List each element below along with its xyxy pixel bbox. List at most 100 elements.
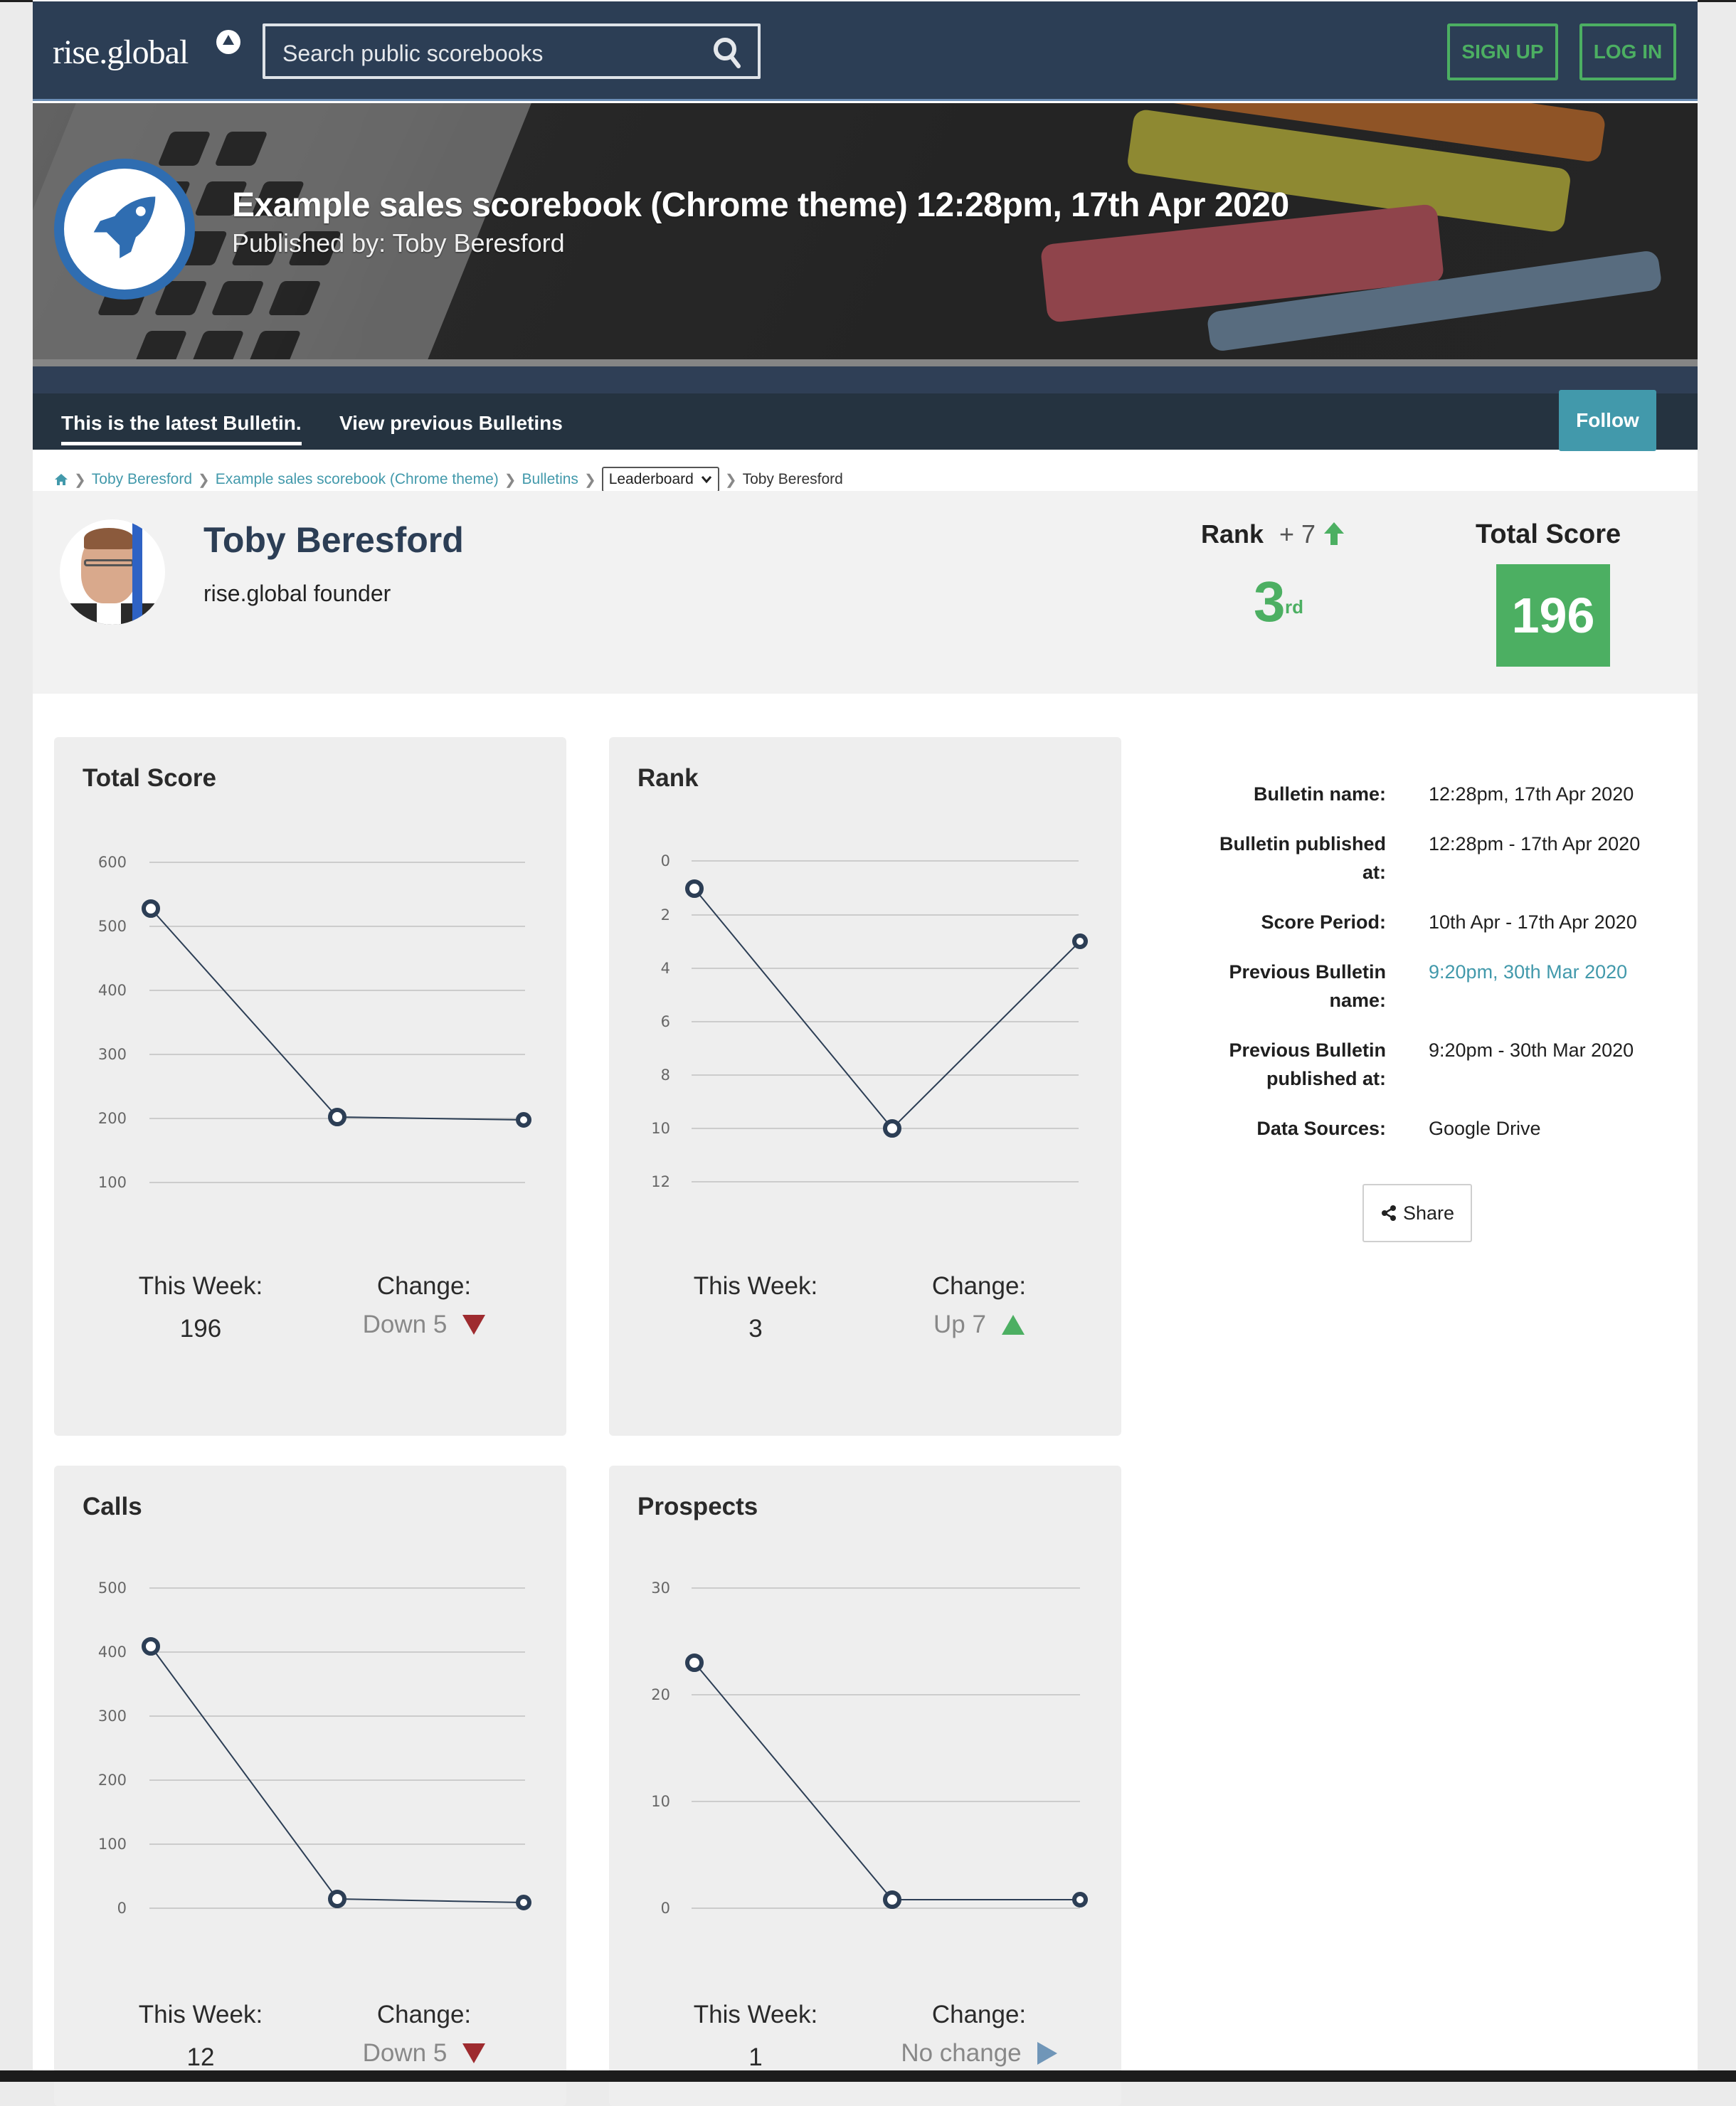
this-week-value: 196 xyxy=(179,1315,222,1343)
svg-text:0: 0 xyxy=(661,1900,670,1917)
info-row-previous-bulletin-name: Previous Bulletin name: 9:20pm, 30th Mar… xyxy=(1192,958,1705,1015)
svg-text:100: 100 xyxy=(98,1836,127,1853)
svg-text:200: 200 xyxy=(98,1772,127,1789)
svg-text:0: 0 xyxy=(661,852,670,869)
this-week-value: 3 xyxy=(748,1315,763,1343)
previous-bulletin-link[interactable]: 9:20pm, 30th Mar 2020 xyxy=(1429,961,1628,983)
rank-suffix: rd xyxy=(1285,596,1303,618)
share-button[interactable]: Share xyxy=(1362,1184,1472,1242)
chart-card-calls: Calls 500 400 300 200 100 0 This Week: 12 Ch… xyxy=(54,1466,566,2106)
svg-text:200: 200 xyxy=(98,1110,127,1127)
published-by: Published by: Toby Beresford xyxy=(232,228,565,258)
rank-label: Rank xyxy=(1201,519,1264,549)
logo-triangle-icon xyxy=(216,30,240,54)
change-value: Down 5 xyxy=(362,1311,448,1338)
change-label: Change: xyxy=(931,2001,1027,2028)
sign-up-button[interactable]: SIGN UP xyxy=(1447,23,1558,80)
triangle-down-icon xyxy=(462,2043,486,2063)
info-value: 9:20pm - 30th Mar 2020 xyxy=(1429,1039,1634,1061)
svg-text:300: 300 xyxy=(98,1046,127,1063)
card-title: Calls xyxy=(83,1493,142,1520)
avatar xyxy=(60,519,165,625)
info-value: 12:28pm - 17th Apr 2020 xyxy=(1429,833,1641,854)
this-week-value: 1 xyxy=(748,2043,763,2071)
search-input[interactable]: Search public scorebooks xyxy=(263,23,761,79)
info-label: Data Sources: xyxy=(1256,1118,1386,1139)
svg-text:4: 4 xyxy=(661,960,670,977)
card-title: Total Score xyxy=(83,764,217,792)
svg-text:2: 2 xyxy=(661,906,670,924)
scorebook-logo xyxy=(54,159,195,300)
info-row-bulletin-published: Bulletin published at: 12:28pm - 17th Ap… xyxy=(1192,830,1705,887)
breadcrumb-link-user[interactable]: Toby Beresford xyxy=(91,471,193,487)
svg-text:500: 500 xyxy=(98,918,127,935)
site-header: rise.global Search public scorebooks SIG… xyxy=(33,1,1698,101)
share-label: Share xyxy=(1402,1202,1455,1224)
search-icon[interactable] xyxy=(712,36,742,69)
svg-text:100: 100 xyxy=(98,1174,127,1191)
leaderboard-select-value: Leaderboard xyxy=(608,471,694,487)
chevron-right-icon: ❯ xyxy=(198,472,210,488)
profile-name: Toby Beresford xyxy=(203,520,464,560)
svg-text:10: 10 xyxy=(651,1120,670,1137)
info-value: Google Drive xyxy=(1429,1118,1541,1139)
info-label: Previous Bulletin published at: xyxy=(1229,1039,1386,1089)
triangle-right-icon xyxy=(1037,2042,1057,2065)
change-value: Up 7 xyxy=(933,1311,986,1338)
line-chart-rank: 0 2 4 6 8 10 12 xyxy=(651,852,1088,1190)
leaderboard-select[interactable]: Leaderboard xyxy=(601,467,719,492)
scorebook-banner: Example sales scorebook (Chrome theme) 1… xyxy=(33,103,1698,359)
info-label: Bulletin published at: xyxy=(1219,833,1386,883)
this-week-label: This Week: xyxy=(138,2001,263,2028)
svg-text:10: 10 xyxy=(651,1793,670,1810)
this-week-label: This Week: xyxy=(138,1272,263,1300)
chart-card-rank: Rank 0 2 4 6 8 10 12 This Week: 3 Change: xyxy=(609,737,1121,1436)
change-indicator: Down 5 xyxy=(317,1311,531,1339)
home-icon[interactable] xyxy=(54,473,68,486)
site-logo[interactable]: rise.global xyxy=(53,33,189,71)
bulletin-tabs: This is the latest Bulletin. View previo… xyxy=(33,393,1698,450)
change-label: Change: xyxy=(931,1272,1027,1300)
info-label: Score Period: xyxy=(1261,911,1386,933)
chevron-right-icon: ❯ xyxy=(583,472,596,488)
tab-previous-bulletins[interactable]: View previous Bulletins xyxy=(339,412,563,434)
tab-latest-bulletin[interactable]: This is the latest Bulletin. xyxy=(61,412,302,445)
info-value: 10th Apr - 17th Apr 2020 xyxy=(1429,911,1637,933)
svg-text:12: 12 xyxy=(651,1173,670,1190)
this-week-label: This Week: xyxy=(693,2001,818,2028)
this-week-label: This Week: xyxy=(693,1272,818,1300)
share-icon xyxy=(1381,1205,1396,1221)
line-chart-total-score: 600 500 400 300 200 100 xyxy=(98,854,531,1191)
log-in-button[interactable]: LOG IN xyxy=(1579,23,1676,80)
svg-text:600: 600 xyxy=(98,854,127,871)
change-value: No change xyxy=(901,2039,1022,2067)
svg-text:30: 30 xyxy=(651,1580,670,1597)
chevron-right-icon: ❯ xyxy=(724,472,737,488)
line-chart-calls: 500 400 300 200 100 0 xyxy=(98,1580,531,1917)
svg-text:6: 6 xyxy=(661,1013,670,1030)
change-indicator: No change xyxy=(872,2039,1086,2068)
svg-text:400: 400 xyxy=(98,982,127,999)
this-week-value: 12 xyxy=(186,2043,215,2071)
info-value: 12:28pm, 17th Apr 2020 xyxy=(1429,783,1634,805)
scorebook-title: Example sales scorebook (Chrome theme) 1… xyxy=(232,186,1289,224)
svg-text:500: 500 xyxy=(98,1580,127,1597)
follow-button[interactable]: Follow xyxy=(1559,390,1656,451)
card-title: Rank xyxy=(637,764,699,792)
breadcrumb-link-bulletins[interactable]: Bulletins xyxy=(522,471,578,487)
total-score-badge: 196 xyxy=(1496,564,1610,667)
svg-text:20: 20 xyxy=(651,1686,670,1703)
card-title: Prospects xyxy=(637,1493,758,1520)
arrow-up-icon xyxy=(1324,522,1344,545)
breadcrumb-current: Toby Beresford xyxy=(742,471,843,487)
rocket-icon xyxy=(93,196,156,259)
profile-role: rise.global founder xyxy=(203,581,391,606)
info-row-previous-bulletin-published: Previous Bulletin published at: 9:20pm -… xyxy=(1192,1036,1705,1093)
chevron-down-icon xyxy=(701,476,711,484)
rank-value: 3 xyxy=(1254,570,1286,633)
change-value: Down 5 xyxy=(362,2039,448,2067)
change-label: Change: xyxy=(376,1272,472,1300)
triangle-down-icon xyxy=(462,1315,486,1335)
info-label: Bulletin name: xyxy=(1253,783,1386,805)
breadcrumb-link-scorebook[interactable]: Example sales scorebook (Chrome theme) xyxy=(215,471,499,487)
